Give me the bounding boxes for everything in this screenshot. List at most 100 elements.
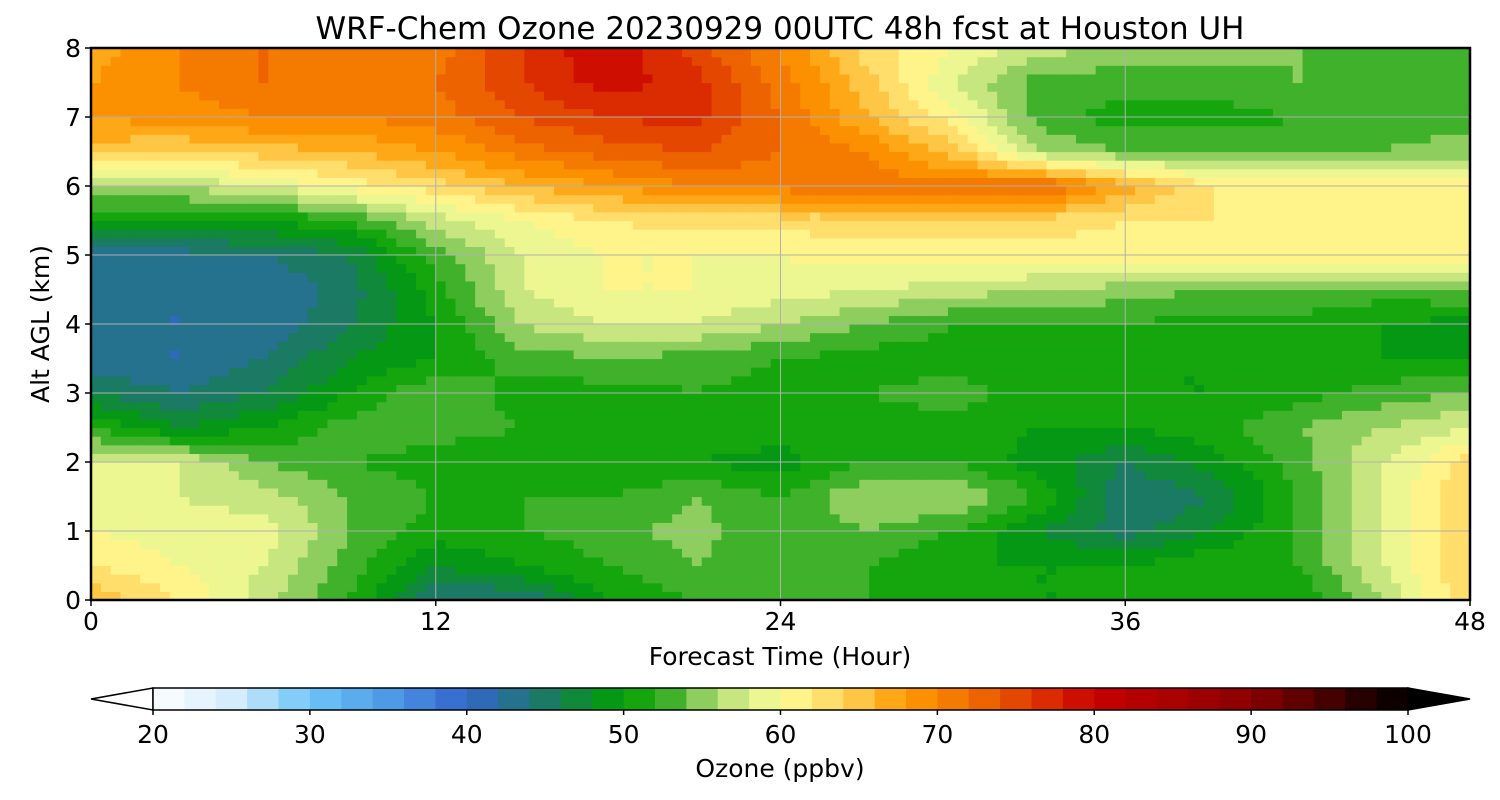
heatmap-cell xyxy=(416,99,427,109)
heatmap-cell xyxy=(790,418,801,429)
heatmap-cell xyxy=(603,539,614,549)
heatmap-cell xyxy=(494,298,506,308)
heatmap-cell xyxy=(494,367,506,377)
heatmap-cell xyxy=(691,82,703,92)
heatmap-cell xyxy=(760,91,772,101)
heatmap-cell xyxy=(297,462,309,472)
heatmap-cell xyxy=(583,470,594,480)
heatmap-cell xyxy=(504,73,516,84)
heatmap-cell xyxy=(583,531,594,541)
heatmap-cell xyxy=(573,306,585,316)
heatmap-cell xyxy=(406,280,417,291)
heatmap-cell xyxy=(553,134,565,144)
heatmap-cell xyxy=(396,306,407,316)
heatmap-cell xyxy=(406,367,417,377)
heatmap-cell xyxy=(494,125,506,135)
heatmap-cell xyxy=(120,341,131,351)
heatmap-cell xyxy=(514,427,525,437)
heatmap-cell xyxy=(248,255,260,265)
heatmap-cell xyxy=(573,73,585,84)
heatmap-cell xyxy=(416,436,427,446)
heatmap-cell xyxy=(711,246,722,256)
heatmap-cell xyxy=(721,151,732,161)
heatmap-cell xyxy=(583,168,594,178)
heatmap-cell xyxy=(435,186,447,196)
heatmap-cell xyxy=(120,203,131,213)
heatmap-cell xyxy=(425,548,437,558)
heatmap-cell xyxy=(613,531,624,541)
heatmap-cell xyxy=(691,56,703,66)
heatmap-cell xyxy=(504,48,516,58)
heatmap-cell xyxy=(219,203,230,213)
heatmap-cell xyxy=(563,401,575,411)
heatmap-cell xyxy=(553,367,565,377)
heatmap-cell xyxy=(278,306,289,316)
heatmap-cell xyxy=(337,410,348,420)
heatmap-cell xyxy=(524,418,535,429)
heatmap-cell xyxy=(356,91,368,101)
heatmap-cell xyxy=(524,522,535,532)
heatmap-cell xyxy=(130,505,141,515)
heatmap-cell xyxy=(425,505,437,515)
heatmap-cell xyxy=(425,91,437,101)
heatmap-cell xyxy=(534,289,545,299)
heatmap-cell xyxy=(780,393,791,403)
heatmap-cell xyxy=(356,548,368,558)
heatmap-cell xyxy=(406,255,417,265)
heatmap-cell xyxy=(691,531,703,541)
heatmap-cell xyxy=(839,591,851,600)
heatmap-cell xyxy=(524,306,535,316)
heatmap-cell xyxy=(603,194,614,204)
heatmap-cell xyxy=(504,56,516,66)
heatmap-cell xyxy=(514,496,525,506)
heatmap-cell xyxy=(238,341,250,351)
heatmap-cell xyxy=(662,332,673,342)
heatmap-cell xyxy=(672,65,683,75)
heatmap-cell xyxy=(849,418,860,429)
heatmap-cell xyxy=(288,410,299,420)
heatmap-cell xyxy=(613,453,624,463)
heatmap-cell xyxy=(691,263,703,273)
heatmap-cell xyxy=(425,272,437,282)
heatmap-cell xyxy=(435,341,447,351)
heatmap-cell xyxy=(553,91,565,101)
heatmap-cell xyxy=(327,470,338,480)
heatmap-cell xyxy=(800,531,811,541)
heatmap-cell xyxy=(790,470,801,480)
heatmap-cell xyxy=(268,332,279,342)
heatmap-cell xyxy=(613,582,624,592)
heatmap-cell xyxy=(110,574,122,584)
heatmap-cell xyxy=(810,134,821,144)
heatmap-cell xyxy=(120,332,131,342)
heatmap-cell xyxy=(622,436,634,446)
heatmap-cell xyxy=(396,117,407,127)
heatmap-cell xyxy=(120,246,131,256)
heatmap-cell xyxy=(435,574,447,584)
heatmap-cell xyxy=(159,505,171,515)
heatmap-cell xyxy=(652,332,663,342)
heatmap-cell xyxy=(573,186,585,196)
heatmap-cell xyxy=(711,186,722,196)
heatmap-cell xyxy=(150,487,161,498)
heatmap-cell xyxy=(573,384,585,394)
heatmap-cell xyxy=(544,444,555,454)
heatmap-cell xyxy=(140,574,151,584)
heatmap-cell xyxy=(179,211,191,222)
heatmap-cell xyxy=(169,444,181,454)
heatmap-cell xyxy=(800,341,811,351)
heatmap-cell xyxy=(445,56,457,66)
heatmap-cell xyxy=(780,513,791,523)
heatmap-cell xyxy=(406,531,417,541)
heatmap-cell xyxy=(159,358,171,368)
heatmap-cell xyxy=(337,280,348,291)
heatmap-cell xyxy=(760,444,772,454)
heatmap-cell xyxy=(307,479,319,489)
heatmap-cell xyxy=(307,203,319,213)
heatmap-cell xyxy=(642,220,654,230)
heatmap-cell xyxy=(386,194,397,204)
heatmap-cell xyxy=(356,436,368,446)
heatmap-cell xyxy=(494,556,506,567)
heatmap-cell xyxy=(544,332,555,342)
heatmap-cell xyxy=(475,255,486,265)
heatmap-cell xyxy=(110,582,122,592)
